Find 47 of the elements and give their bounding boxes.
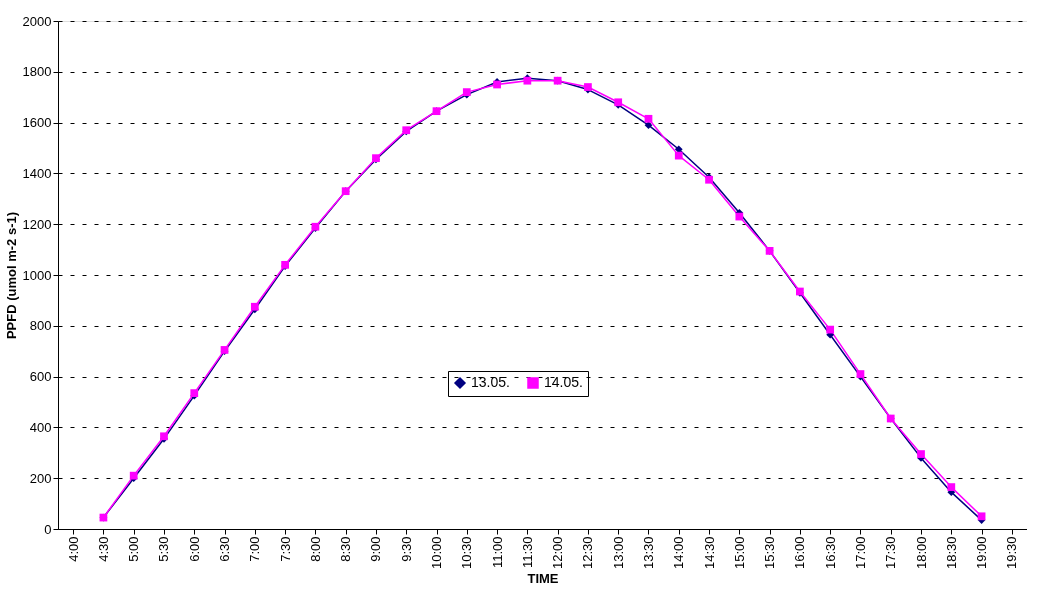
x-tick-label: 11:00 <box>489 536 505 569</box>
y-tick-label: 1600 <box>22 115 52 131</box>
x-tick-label: 19:00 <box>974 536 990 570</box>
y-tick-label: 0 <box>44 521 52 537</box>
x-tick-label: 17:00 <box>852 536 868 570</box>
y-tick-label: 400 <box>29 419 52 435</box>
x-tick-label: 13:30 <box>640 536 656 570</box>
y-tick-label: 200 <box>29 470 52 486</box>
x-tick-label: 15:30 <box>762 536 778 570</box>
y-tick-label: 1200 <box>22 216 52 232</box>
x-tick-label: 18:30 <box>943 536 959 570</box>
x-tick-label: 11:30 <box>519 536 535 569</box>
x-axis-title: TIME <box>527 571 559 587</box>
x-tick-label: 16:30 <box>822 536 838 570</box>
x-tick-label: 6:00 <box>186 536 202 562</box>
x-tick-label: 6:30 <box>217 536 233 562</box>
y-tick-label: 1000 <box>22 267 52 283</box>
x-tick-label: 12:30 <box>580 536 596 570</box>
x-tick-label: 5:00 <box>126 536 142 562</box>
x-tick-label: 8:30 <box>338 536 354 562</box>
x-tick-label: 14:00 <box>671 536 687 570</box>
x-tick-label: 4:00 <box>65 536 81 562</box>
legend-label: 13.05. <box>471 374 510 390</box>
x-tick-label: 18:00 <box>913 536 929 570</box>
x-tick-label: 14:30 <box>701 536 717 570</box>
y-axis-title: PPFD (umol m-2 s-1) <box>3 211 19 340</box>
x-tick-label: 5:30 <box>156 536 172 562</box>
y-tick-label: 2000 <box>22 13 52 29</box>
x-tick-label: 7:00 <box>247 536 263 562</box>
x-tick-label: 13:00 <box>610 536 626 570</box>
x-tick-label: 16:00 <box>792 536 808 570</box>
y-tick-label: 800 <box>29 318 52 334</box>
y-tick-label: 1400 <box>22 165 52 181</box>
x-tick-label: 7:30 <box>277 536 293 562</box>
x-tick-label: 12:00 <box>550 536 566 570</box>
x-tick-label: 10:00 <box>429 536 445 570</box>
x-tick-label: 9:00 <box>368 536 384 562</box>
x-tick-label: 8:00 <box>307 536 323 562</box>
y-tick-label: 600 <box>29 369 52 385</box>
x-tick-label: 15:00 <box>731 536 747 570</box>
x-tick-label: 9:30 <box>398 536 414 562</box>
x-tick-label: 17:30 <box>883 536 899 570</box>
x-tick-label: 4:30 <box>95 536 111 562</box>
y-tick-label: 1800 <box>22 64 52 80</box>
x-tick-label: 19:30 <box>1004 536 1020 570</box>
legend-label: 14.05. <box>544 374 583 390</box>
x-tick-label: 10:30 <box>459 536 475 570</box>
